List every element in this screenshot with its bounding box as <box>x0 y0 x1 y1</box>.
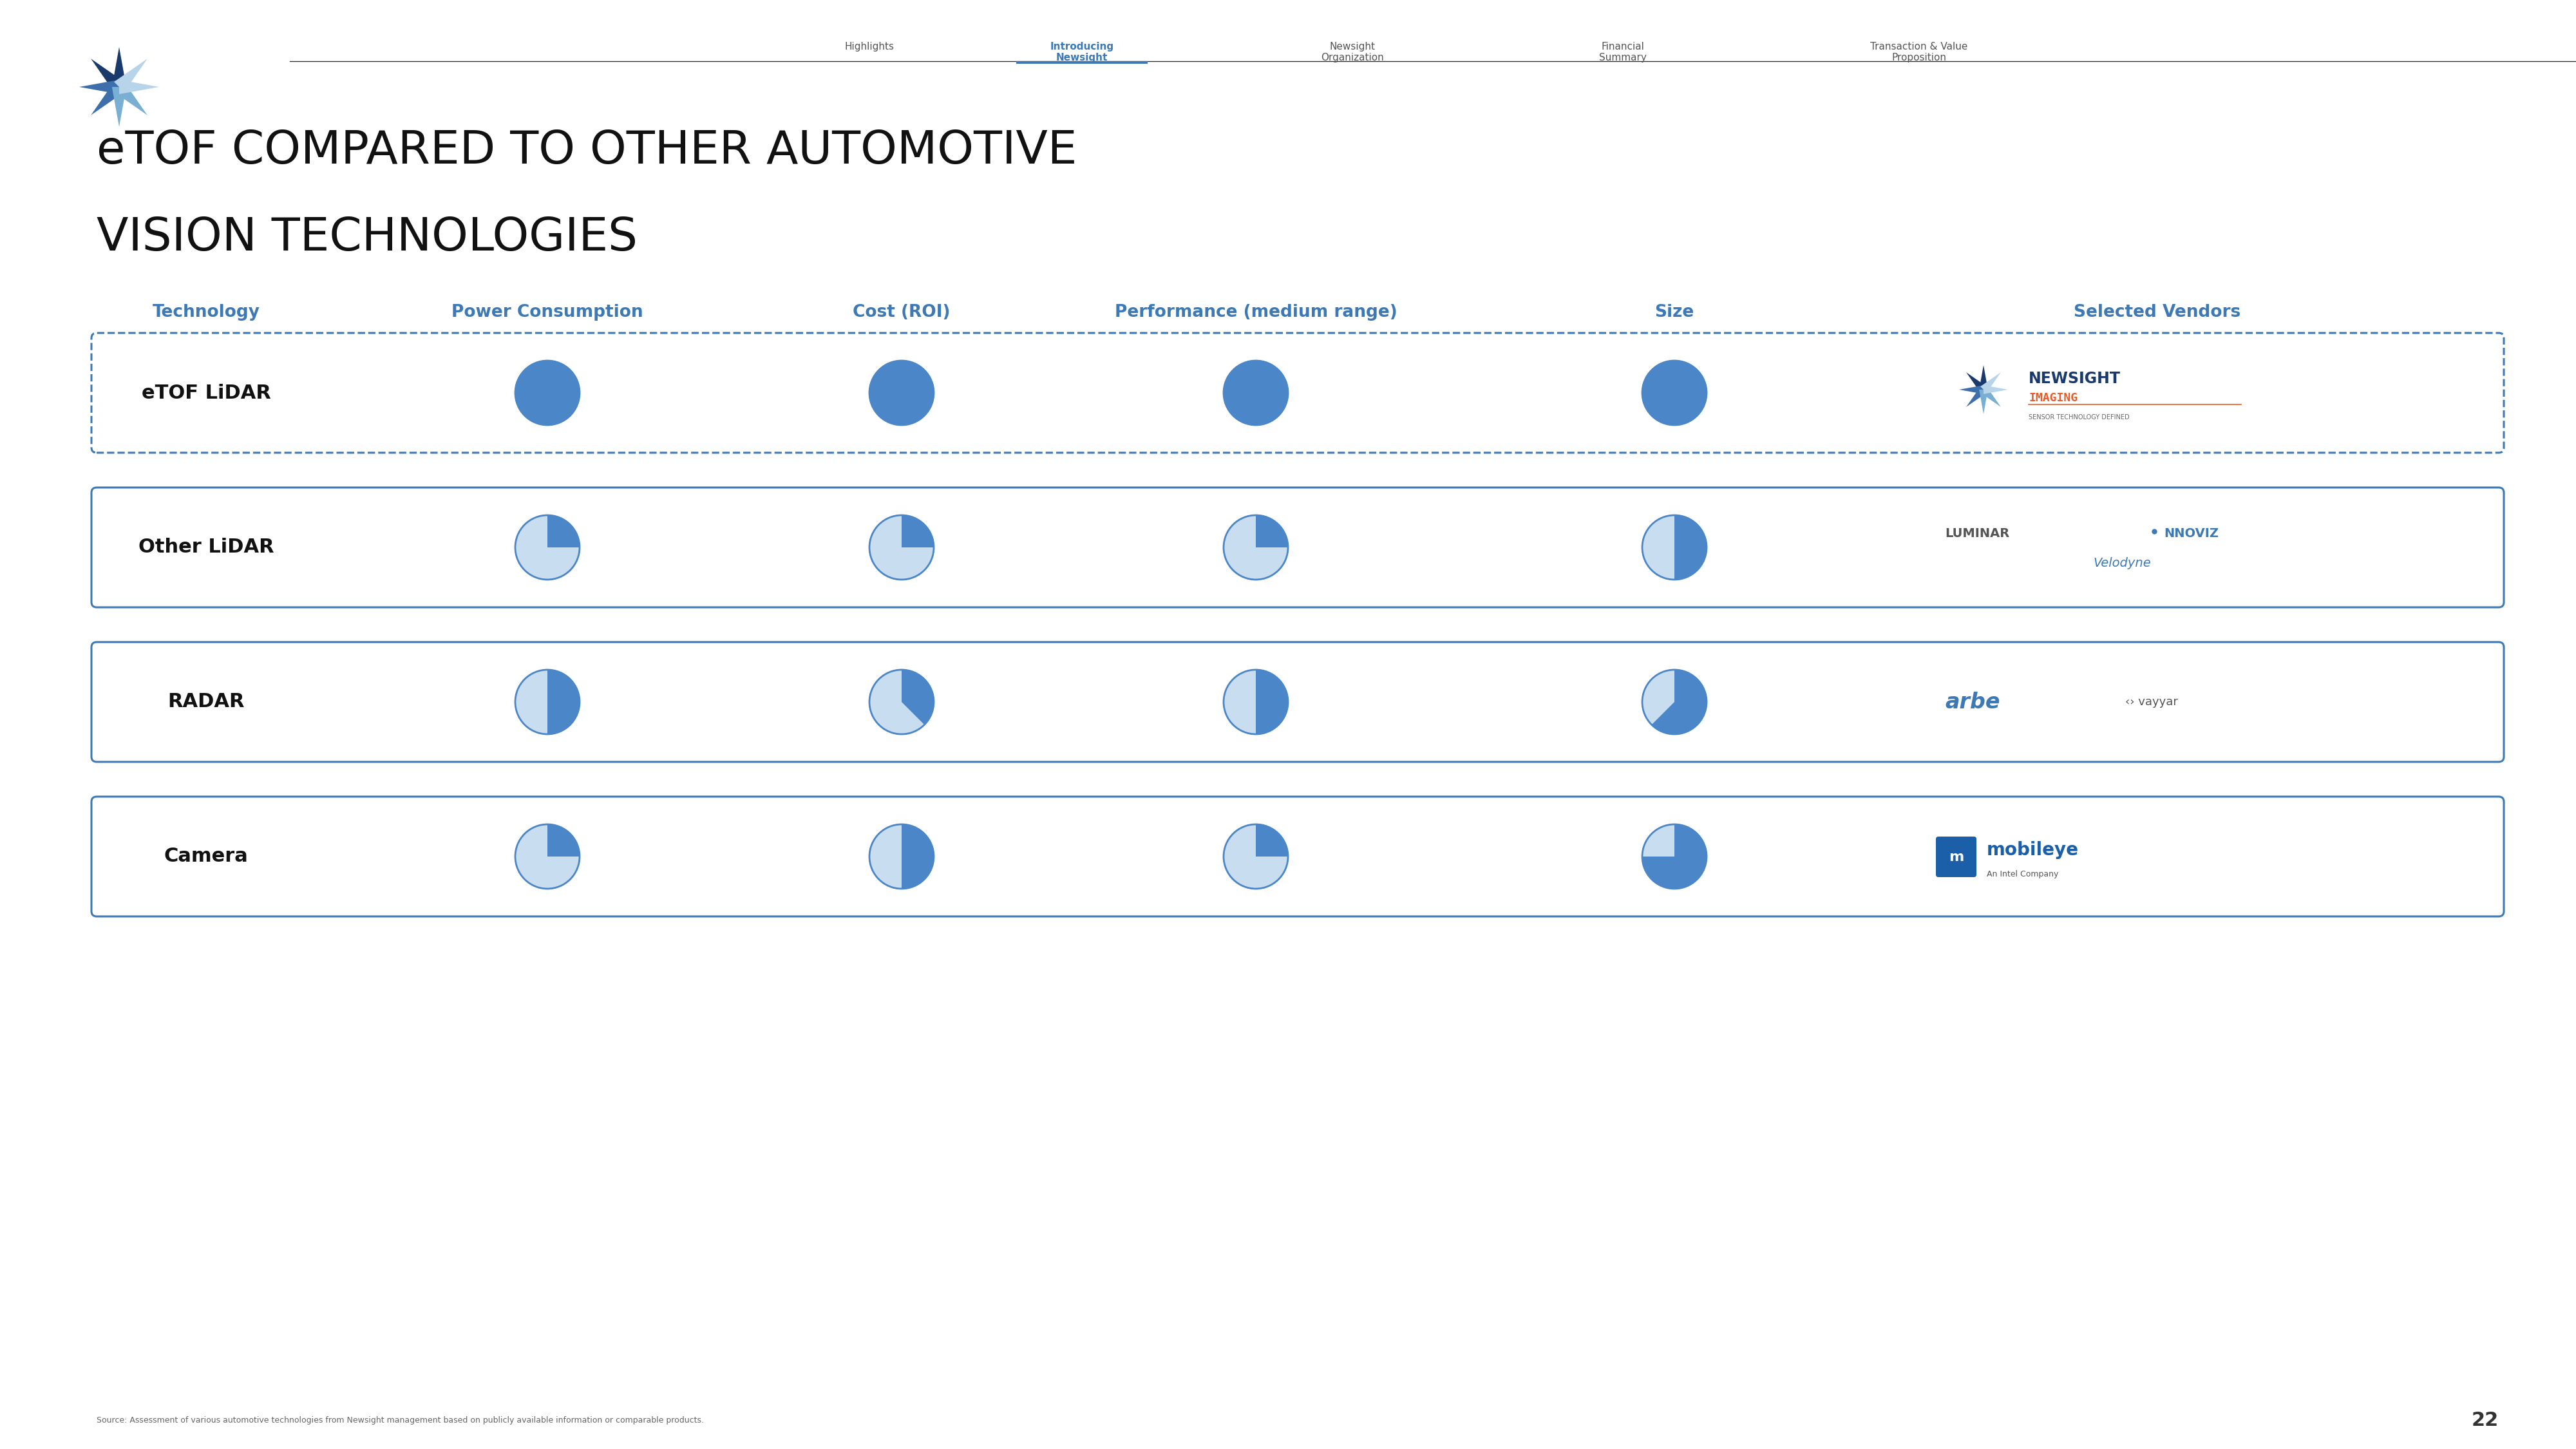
Text: Performance (medium range): Performance (medium range) <box>1115 304 1396 320</box>
FancyBboxPatch shape <box>1937 836 1976 877</box>
Text: Power Consumption: Power Consumption <box>451 304 644 320</box>
Wedge shape <box>902 516 933 548</box>
Polygon shape <box>1960 385 1984 394</box>
Circle shape <box>1224 361 1288 425</box>
Circle shape <box>871 669 933 735</box>
Text: VISION TECHNOLOGIES: VISION TECHNOLOGIES <box>98 216 639 261</box>
Text: Transaction & Value
Proposition: Transaction & Value Proposition <box>1870 42 1968 62</box>
Wedge shape <box>546 516 580 548</box>
Wedge shape <box>1643 824 1705 888</box>
FancyBboxPatch shape <box>93 797 2504 916</box>
Text: Size: Size <box>1654 304 1695 320</box>
Polygon shape <box>1981 372 2002 393</box>
Polygon shape <box>90 59 124 93</box>
Text: arbe: arbe <box>1945 691 1999 713</box>
Text: SENSOR TECHNOLOGY DEFINED: SENSOR TECHNOLOGY DEFINED <box>2030 414 2130 420</box>
Circle shape <box>871 824 933 888</box>
Wedge shape <box>1674 516 1705 580</box>
Wedge shape <box>1651 669 1705 735</box>
Polygon shape <box>113 59 147 93</box>
Polygon shape <box>1965 387 1986 407</box>
Text: NEWSIGHT: NEWSIGHT <box>2030 371 2120 387</box>
Circle shape <box>1224 516 1288 580</box>
Circle shape <box>515 516 580 580</box>
Text: ‹› vayyar: ‹› vayyar <box>2125 696 2177 707</box>
Circle shape <box>515 669 580 735</box>
Text: RADAR: RADAR <box>167 693 245 711</box>
Polygon shape <box>113 81 147 114</box>
Circle shape <box>1643 669 1705 735</box>
Text: Newsight
Organization: Newsight Organization <box>1321 42 1383 62</box>
Polygon shape <box>118 80 160 94</box>
Text: NNOVIZ: NNOVIZ <box>2164 527 2218 539</box>
Text: Selected Vendors: Selected Vendors <box>2074 304 2241 320</box>
Polygon shape <box>1981 387 2002 407</box>
Text: eTOF COMPARED TO OTHER AUTOMOTIVE: eTOF COMPARED TO OTHER AUTOMOTIVE <box>98 129 1077 174</box>
Circle shape <box>1643 824 1705 888</box>
Text: IMAGING: IMAGING <box>2030 393 2079 404</box>
Text: Highlights: Highlights <box>845 42 894 52</box>
Circle shape <box>515 361 580 425</box>
Circle shape <box>515 824 580 888</box>
Text: Introducing
Newsight: Introducing Newsight <box>1051 42 1113 62</box>
Wedge shape <box>1257 824 1288 856</box>
Wedge shape <box>546 824 580 856</box>
Wedge shape <box>902 824 933 888</box>
Polygon shape <box>1984 385 2009 394</box>
FancyBboxPatch shape <box>93 487 2504 607</box>
Wedge shape <box>1257 669 1288 735</box>
Wedge shape <box>546 669 580 735</box>
Text: Cost (ROI): Cost (ROI) <box>853 304 951 320</box>
Text: Other LiDAR: Other LiDAR <box>139 538 273 556</box>
Polygon shape <box>111 46 126 87</box>
Polygon shape <box>111 87 126 128</box>
Text: 22: 22 <box>2470 1411 2499 1429</box>
Circle shape <box>871 361 933 425</box>
Polygon shape <box>1978 390 1989 414</box>
Circle shape <box>1224 824 1288 888</box>
FancyBboxPatch shape <box>93 642 2504 762</box>
Text: m: m <box>1950 851 1963 864</box>
FancyBboxPatch shape <box>93 333 2504 452</box>
Text: Camera: Camera <box>165 848 247 867</box>
Polygon shape <box>1978 365 1989 390</box>
Text: mobileye: mobileye <box>1986 840 2079 859</box>
Circle shape <box>1643 361 1705 425</box>
Polygon shape <box>1965 372 1986 393</box>
Wedge shape <box>902 669 933 724</box>
Polygon shape <box>80 80 118 94</box>
Circle shape <box>871 516 933 580</box>
Text: LUMINAR: LUMINAR <box>1945 527 2009 539</box>
Wedge shape <box>1257 516 1288 548</box>
Polygon shape <box>90 81 124 114</box>
Circle shape <box>1643 516 1705 580</box>
Text: Velodyne: Velodyne <box>2092 558 2151 569</box>
Text: An Intel Company: An Intel Company <box>1986 871 2058 878</box>
Text: eTOF LiDAR: eTOF LiDAR <box>142 384 270 403</box>
Text: Technology: Technology <box>152 304 260 320</box>
Text: Source: Assessment of various automotive technologies from Newsight management b: Source: Assessment of various automotive… <box>98 1416 703 1424</box>
Text: Financial
Summary: Financial Summary <box>1600 42 1646 62</box>
Circle shape <box>1224 669 1288 735</box>
